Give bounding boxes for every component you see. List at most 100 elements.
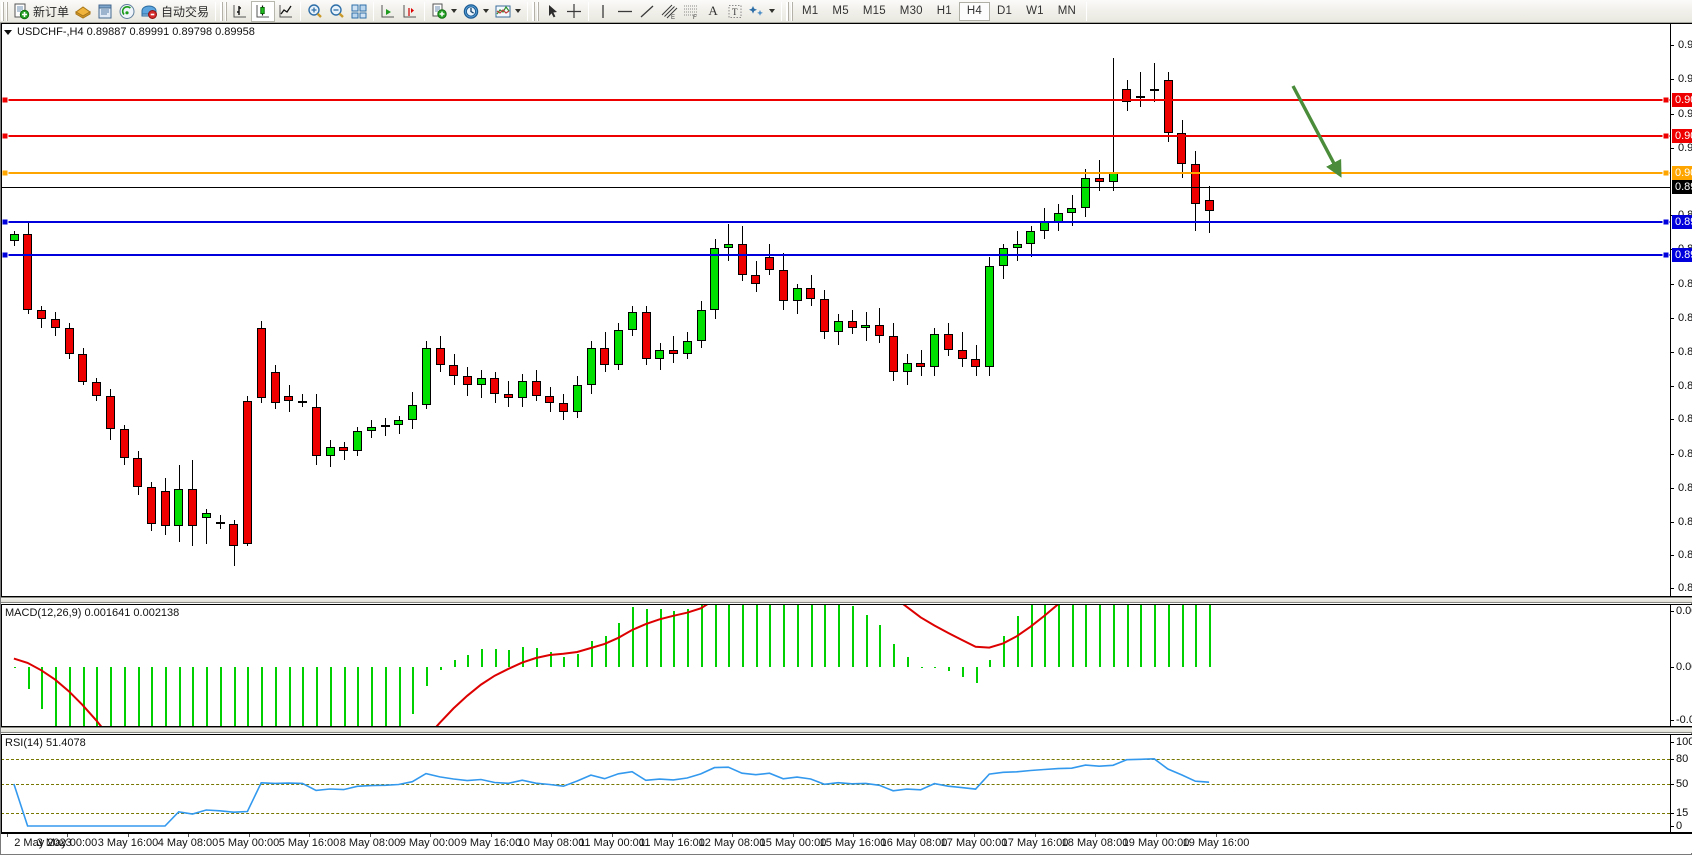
candle-body	[78, 354, 87, 382]
level-line-support-1[interactable]	[1, 220, 1670, 223]
toolbar-grip-4[interactable]	[786, 1, 794, 21]
time-tick-label: 9 May 00:00	[399, 837, 461, 849]
macd-histogram-bar	[55, 667, 57, 726]
price-tick-label: 0.89055	[1678, 380, 1692, 393]
timeframe-m30[interactable]: M30	[899, 5, 923, 17]
macd-pane[interactable]: 0.002855 0.00 -0.002634 MACD(12,26,9) 0.00…	[1, 604, 1692, 727]
auto-scroll-icon[interactable]	[377, 1, 399, 22]
level-handle-left[interactable]	[1, 218, 9, 226]
level-handle-right[interactable]	[1662, 251, 1670, 259]
candle-wick	[1099, 159, 1100, 191]
horizontal-line-icon[interactable]	[614, 1, 636, 22]
timeframe-h1[interactable]: H1	[936, 5, 952, 17]
objects-dropdown-caret[interactable]	[769, 9, 776, 13]
macd-histogram-bar	[206, 667, 208, 727]
indicators-dropdown-caret[interactable]	[451, 9, 458, 13]
timeframe-d1[interactable]: D1	[997, 5, 1013, 17]
rsi-tick-label: 80	[1676, 752, 1689, 765]
chart-window[interactable]: 0.906000.904450.902900.901350.898300.896…	[0, 23, 1692, 855]
text-icon[interactable]: A	[708, 3, 718, 18]
cursor-icon[interactable]	[541, 1, 563, 22]
new-order-icon[interactable]	[10, 1, 32, 22]
text-label-icon[interactable]: T	[724, 1, 746, 22]
timeframe-m1[interactable]: M1	[802, 5, 819, 17]
level-handle-right[interactable]	[1662, 169, 1670, 177]
tile-windows-icon[interactable]	[348, 1, 370, 22]
level-handle-right[interactable]	[1662, 96, 1670, 104]
level-handle-left[interactable]	[1, 169, 9, 177]
macd-histogram-bar	[330, 667, 332, 727]
level-handle-left[interactable]	[1, 96, 9, 104]
data-window-icon[interactable]	[94, 1, 116, 22]
level-line-support-2[interactable]	[1, 254, 1670, 257]
macd-histogram-bar	[1182, 604, 1184, 668]
macd-histogram-bar	[852, 605, 854, 668]
timeframe-mn[interactable]: MN	[1057, 5, 1077, 17]
macd-histogram-bar	[893, 644, 895, 668]
bar-chart-icon[interactable]	[229, 1, 251, 22]
vertical-line-icon[interactable]	[592, 1, 614, 22]
templates-icon[interactable]	[492, 1, 514, 22]
level-line-resistance-2[interactable]	[1, 98, 1670, 101]
rsi-pane[interactable]: 100 80 50 15 0 RSI(14) 51.4078	[1, 734, 1692, 833]
level-price-label-resistance-2: 0.90353	[1672, 92, 1692, 107]
rsi-tick-mark	[1670, 813, 1674, 815]
macd-histogram-bar	[234, 667, 236, 727]
pane-separator-2[interactable]	[1, 727, 1692, 733]
level-line-current-price[interactable]	[1, 186, 1670, 188]
time-tick-label: 17 May 00:00	[940, 837, 1008, 849]
price-tick-label: 0.89365	[1678, 311, 1692, 324]
macd-histogram-bar	[838, 604, 840, 668]
macd-histogram-bar	[69, 667, 71, 727]
chart-shift-icon[interactable]	[399, 1, 421, 22]
level-handle-left[interactable]	[1, 251, 9, 259]
candle-body	[683, 340, 692, 355]
timeframe-w1[interactable]: W1	[1026, 5, 1044, 17]
level-line-resistance-1[interactable]	[1, 135, 1670, 138]
candle-body	[848, 321, 857, 328]
zoom-in-icon[interactable]	[304, 1, 326, 22]
templates-dropdown-caret[interactable]	[515, 9, 522, 13]
objects-icon[interactable]	[746, 1, 768, 22]
level-handle-left[interactable]	[1, 132, 9, 140]
candle-body	[339, 446, 348, 452]
fibonacci-icon[interactable]: F	[680, 1, 702, 22]
level-handle-right[interactable]	[1662, 132, 1670, 140]
chart-menu-caret-icon[interactable]	[4, 29, 12, 35]
zoom-out-icon[interactable]	[326, 1, 348, 22]
price-tick-label: 0.90600	[1678, 39, 1692, 52]
new-order-label[interactable]: 新订单	[33, 4, 70, 19]
price-pane[interactable]: 0.906000.904450.902900.901350.898300.896…	[1, 23, 1692, 597]
toolbar-grip-1[interactable]	[1, 1, 8, 21]
periods-icon[interactable]	[460, 1, 482, 22]
timeframe-h4[interactable]: H4	[958, 1, 990, 21]
market-icon[interactable]	[138, 1, 160, 22]
periods-dropdown-caret[interactable]	[483, 9, 490, 13]
line-chart-icon[interactable]	[275, 1, 297, 22]
toolbar-grip-3[interactable]	[532, 1, 540, 21]
level-line-pivot[interactable]	[1, 171, 1670, 174]
expert-advisors-icon[interactable]	[72, 1, 94, 22]
timeframe-m5[interactable]: M5	[832, 5, 849, 17]
crosshair-icon[interactable]	[563, 1, 585, 22]
indicators-icon[interactable]	[428, 1, 450, 22]
trendline-icon[interactable]	[636, 1, 658, 22]
time-axis[interactable]: 2 May 2023 3 May 00:00 3 May 16:00 4 May 08…	[1, 833, 1692, 853]
candle-body	[861, 325, 870, 328]
toolbar-grip-2[interactable]	[220, 1, 228, 21]
signals-icon[interactable]	[116, 1, 138, 22]
level-price-label-pivot: 0.90022	[1672, 165, 1692, 180]
candlestick-chart-icon[interactable]	[251, 0, 276, 22]
candle-body	[655, 349, 664, 359]
level-handle-right[interactable]	[1662, 218, 1670, 226]
timeframe-m15[interactable]: M15	[862, 5, 886, 17]
chart-symbol-header[interactable]: USDCHF-,H4 0.89887 0.89991 0.89798 0.899…	[4, 26, 255, 38]
price-tick-mark	[1670, 351, 1674, 353]
pane-separator-1[interactable]	[1, 597, 1692, 603]
time-tick-mark	[793, 834, 794, 837]
time-tick-label: 12 May 08:00	[698, 837, 766, 849]
price-axis-line	[1670, 23, 1671, 597]
autotrading-label[interactable]: 自动交易	[161, 4, 210, 19]
equidistant-channel-icon[interactable]: E	[658, 1, 680, 22]
candle-body	[1081, 177, 1090, 209]
